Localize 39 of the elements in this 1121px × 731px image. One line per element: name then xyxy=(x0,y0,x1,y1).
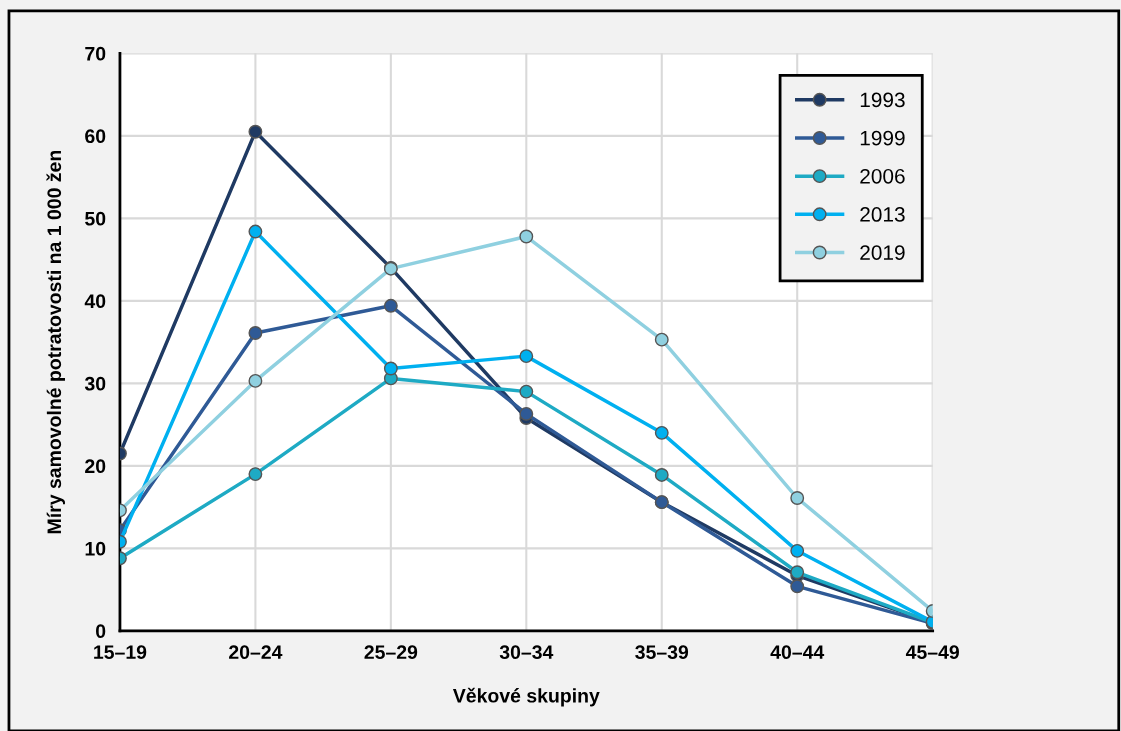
y-tick-label: 50 xyxy=(85,211,106,226)
y-tick-label: 40 xyxy=(84,294,106,309)
point xyxy=(248,124,263,139)
x-tick-label: 15–19 xyxy=(94,645,147,660)
point xyxy=(790,543,805,558)
x-tick-label: 20–24 xyxy=(229,645,283,660)
point xyxy=(654,425,669,440)
y-tick-label: 30 xyxy=(84,376,106,391)
point xyxy=(654,332,669,347)
point xyxy=(248,224,263,239)
point xyxy=(248,326,263,340)
y-tick-label: 0 xyxy=(96,624,106,639)
x-tick-label: 30–34 xyxy=(499,645,554,660)
point xyxy=(519,406,534,421)
legend-label: 2013 xyxy=(860,207,905,222)
x-tick-label: 25–29 xyxy=(364,645,418,660)
point xyxy=(248,467,263,482)
point xyxy=(519,349,534,364)
point xyxy=(519,229,534,244)
x-tick-label: 35–39 xyxy=(635,645,689,660)
point xyxy=(519,384,534,399)
y-tick-label: 70 xyxy=(85,46,106,61)
point xyxy=(790,579,805,594)
point xyxy=(383,361,398,376)
y-axis-title: Míry samovolné potratovosti na 1 000 žen xyxy=(46,150,65,534)
point xyxy=(790,491,805,505)
legend-label: 2019 xyxy=(860,245,905,260)
legend-label: 1999 xyxy=(860,130,905,146)
x-tick-label: 45–49 xyxy=(905,645,959,660)
x-tick-label: 40–44 xyxy=(770,645,825,660)
y-tick-label: 20 xyxy=(85,459,106,474)
x-axis-title: Věkové skupiny xyxy=(452,687,600,707)
point xyxy=(654,467,669,482)
y-tick-label: 60 xyxy=(85,129,106,144)
y-tick-label: 10 xyxy=(85,541,106,556)
legend-label: 2006 xyxy=(860,168,905,184)
point xyxy=(248,373,263,388)
point xyxy=(383,298,398,313)
legend-label: 1993 xyxy=(860,92,905,108)
